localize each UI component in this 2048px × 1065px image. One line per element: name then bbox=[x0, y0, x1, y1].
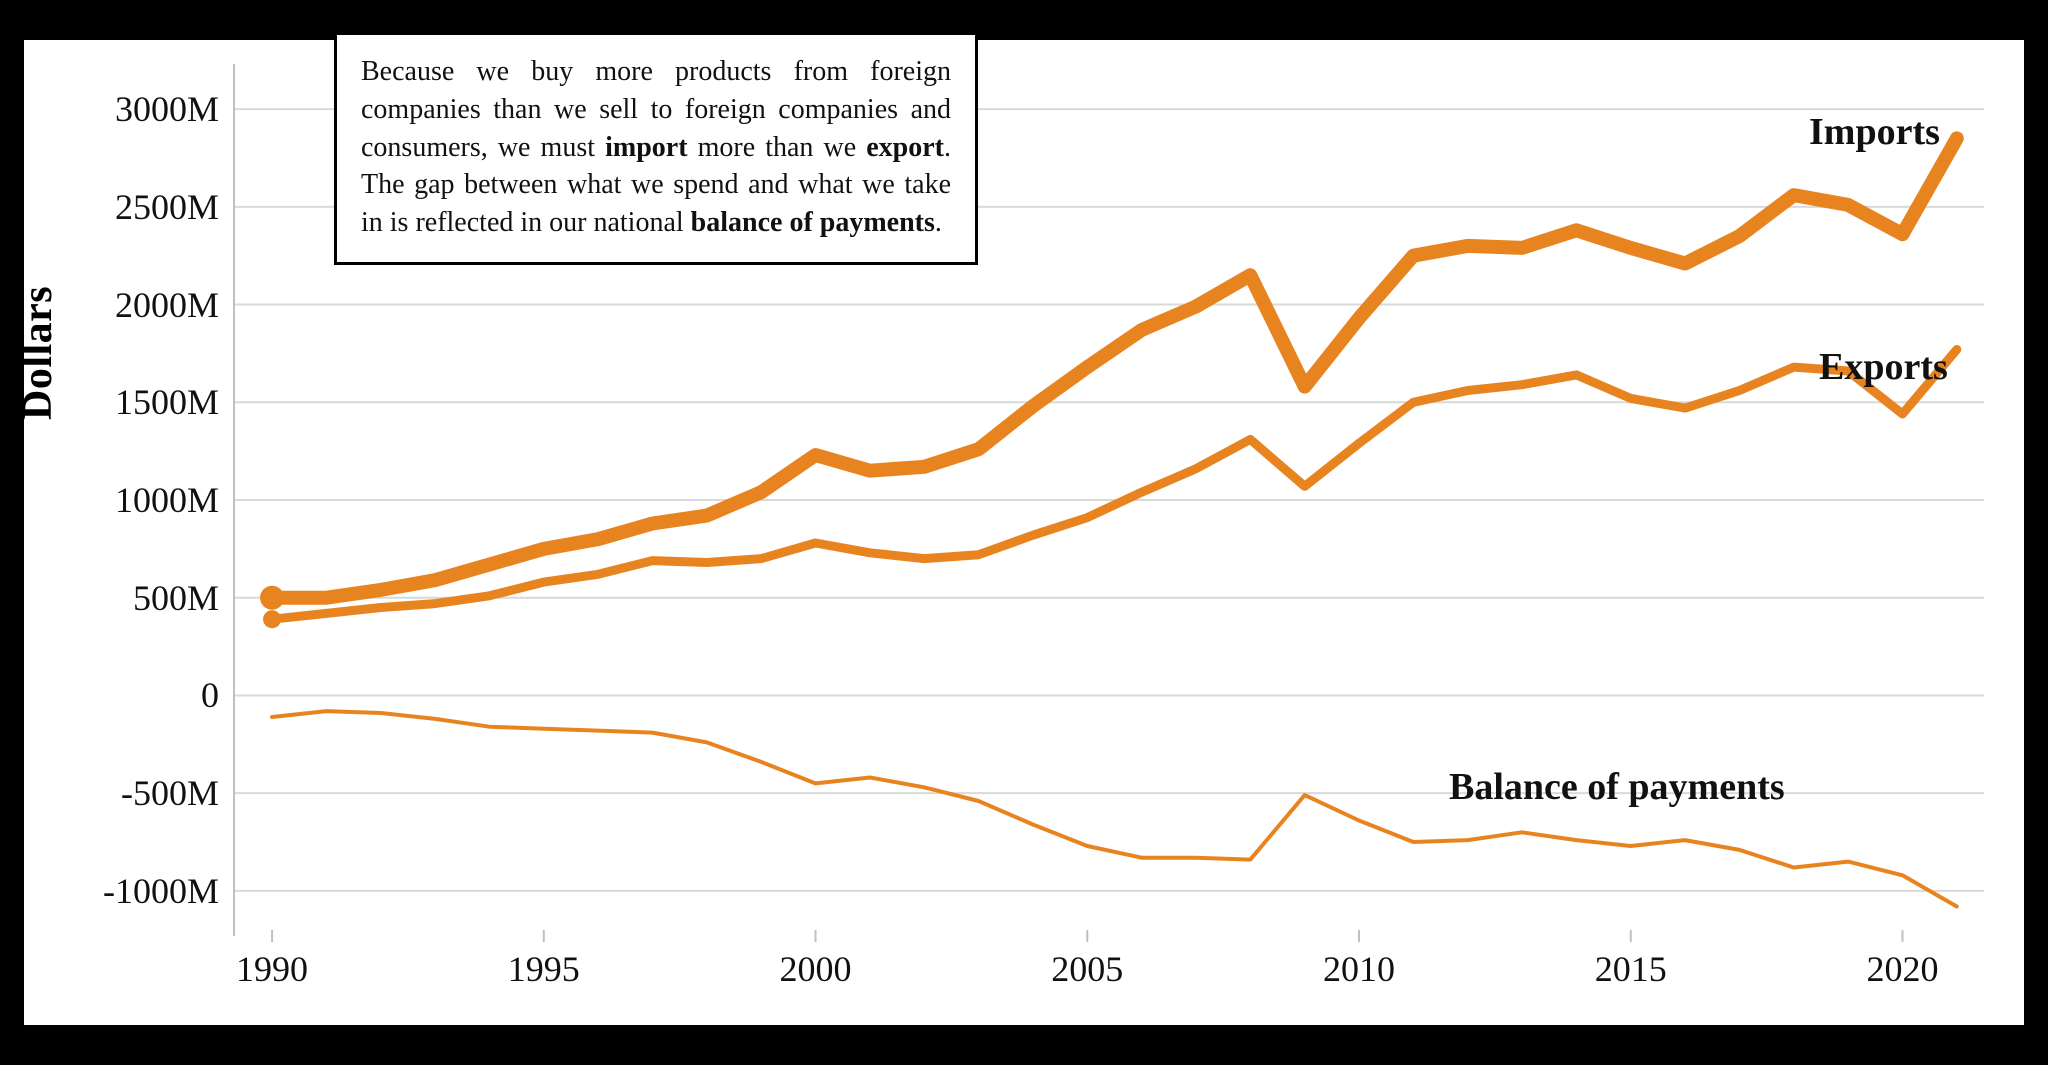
outer-border-top bbox=[0, 0, 2048, 40]
y-tick-label: -1000M bbox=[79, 870, 219, 912]
outer-border-right bbox=[2024, 40, 2048, 1025]
y-tick-label: 1000M bbox=[79, 479, 219, 521]
explanatory-callout: Because we buy more products from foreig… bbox=[334, 32, 978, 265]
x-tick-label: 1995 bbox=[508, 948, 580, 990]
series-label-exports: Exports bbox=[1819, 345, 1948, 389]
x-tick-label: 2000 bbox=[780, 948, 852, 990]
x-tick-label: 2005 bbox=[1051, 948, 1123, 990]
x-tick-label: 1990 bbox=[236, 948, 308, 990]
x-tick-label: 2010 bbox=[1323, 948, 1395, 990]
series-label-imports: Imports bbox=[1809, 110, 1940, 154]
outer-border-left bbox=[0, 40, 24, 1025]
x-tick-label: 2020 bbox=[1866, 948, 1938, 990]
series-label-balance: Balance of payments bbox=[1449, 765, 1785, 809]
outer-border-bottom bbox=[0, 1025, 2048, 1065]
y-tick-label: 2000M bbox=[79, 284, 219, 326]
line-chart bbox=[24, 40, 2024, 1025]
y-tick-label: 2500M bbox=[79, 186, 219, 228]
y-tick-label: 3000M bbox=[79, 88, 219, 130]
x-tick-label: 2015 bbox=[1595, 948, 1667, 990]
y-tick-label: 1500M bbox=[79, 381, 219, 423]
y-tick-label: 0 bbox=[79, 674, 219, 716]
y-tick-label: 500M bbox=[79, 577, 219, 619]
y-tick-label: -500M bbox=[79, 772, 219, 814]
chart-canvas: Dollars Because we buy more products fro… bbox=[24, 40, 2024, 1025]
